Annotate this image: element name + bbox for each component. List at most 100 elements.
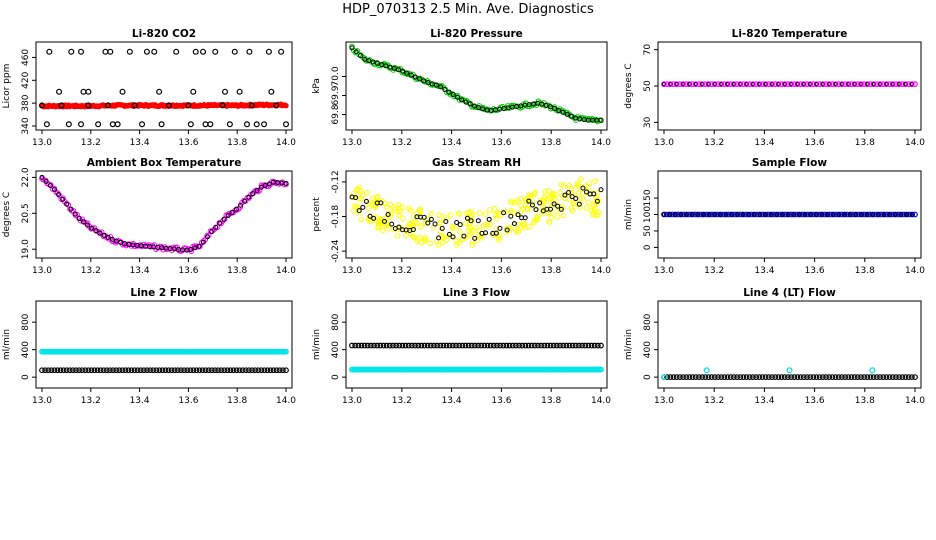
y-axis-label: percent <box>312 197 322 232</box>
series-temperature <box>662 82 918 87</box>
data-point <box>546 188 551 193</box>
data-point <box>429 211 434 216</box>
x-tick-label: 13.6 <box>178 396 198 406</box>
data-point <box>262 122 267 127</box>
data-point <box>586 200 591 205</box>
y-tick-label: 50 <box>643 80 653 92</box>
panel-title: Line 4 (LT) Flow <box>743 287 836 299</box>
data-point <box>593 179 598 184</box>
data-point <box>157 89 162 94</box>
data-point <box>441 214 446 219</box>
x-tick-label: 13.6 <box>491 266 511 276</box>
x-tick-label: 13.6 <box>805 266 825 276</box>
data-point <box>174 49 179 54</box>
data-point <box>66 122 71 127</box>
x-tick-label: 13.4 <box>130 138 150 148</box>
y-tick-label: 69.9 <box>331 85 341 105</box>
series-rh <box>350 176 603 247</box>
data-point <box>245 122 250 127</box>
data-point <box>359 217 364 222</box>
data-point <box>561 213 566 218</box>
data-point <box>57 89 62 94</box>
data-point <box>404 233 409 238</box>
data-point <box>365 191 370 196</box>
x-tick-label: 13.0 <box>32 266 52 276</box>
y-tick-label: 0 <box>643 244 653 250</box>
data-point <box>418 225 423 230</box>
y-tick-label: 0 <box>331 374 341 380</box>
x-tick-label: 13.0 <box>654 266 674 276</box>
x-tick-label: 13.2 <box>704 138 724 148</box>
x-tick-label: 13.0 <box>32 138 52 148</box>
data-point <box>140 122 145 127</box>
figure-title: HDP_070313 2.5 Min. Ave. Diagnostics <box>342 2 594 17</box>
panel-title: Line 2 Flow <box>130 287 197 299</box>
data-point <box>787 368 792 373</box>
y-tick-label: 19.0 <box>21 239 31 259</box>
data-point <box>47 49 52 54</box>
y-axis-label: Licor ppm <box>2 64 12 109</box>
series-line4 <box>662 375 918 380</box>
x-tick-label: 13.2 <box>392 396 412 406</box>
y-tick-label: 70 <box>643 44 653 56</box>
x-tick-label: 14.0 <box>276 138 296 148</box>
data-point <box>913 375 918 380</box>
data-point <box>457 230 462 235</box>
y-tick-label: -0.12 <box>331 170 341 193</box>
data-point <box>279 49 284 54</box>
x-tick-label: 13.4 <box>130 396 150 406</box>
data-point <box>284 122 289 127</box>
x-tick-label: 13.0 <box>342 138 362 148</box>
x-tick-label: 13.2 <box>704 266 724 276</box>
data-point <box>110 122 115 127</box>
data-point <box>86 89 91 94</box>
data-point <box>557 196 562 201</box>
chart-panel-3: Li-820 Temperaturedegrees C13.0 13.2 13.4 1… <box>624 28 925 148</box>
data-point <box>203 122 208 127</box>
x-tick-label: 13.2 <box>704 396 724 406</box>
data-point <box>152 49 157 54</box>
y-axis-label: ml/min <box>312 329 322 360</box>
chart-panel-4: Ambient Box Temperaturedegrees C13.0 13.2… <box>2 157 296 276</box>
data-point <box>145 49 150 54</box>
data-point <box>159 122 164 127</box>
data-point <box>381 228 386 233</box>
y-tick-label: 800 <box>21 313 31 330</box>
data-point <box>388 202 393 207</box>
data-point <box>247 49 252 54</box>
data-point <box>599 343 604 348</box>
data-point <box>476 219 480 223</box>
chart-panel-2: Li-820 PressurekPa13.0 13.2 13.4 13.6 13.8 14… <box>312 28 611 148</box>
data-point <box>81 89 86 94</box>
data-point <box>397 214 402 219</box>
panel-title: Li-820 Temperature <box>732 28 848 40</box>
chart-panel-1: Li-820 CO2Licor ppm13.0 13.2 13.4 13.6 13.8 1… <box>2 28 296 148</box>
data-point <box>115 122 120 127</box>
diagnostics-figure: HDP_070313 2.5 Min. Ave. Diagnostics Li-… <box>0 0 936 540</box>
chart-panel-7: Line 2 Flowml/min13.0 13.2 13.4 13.6 13.8 14.… <box>2 287 296 406</box>
x-tick-label: 13.6 <box>178 266 198 276</box>
panel-title: Li-820 CO2 <box>132 28 196 40</box>
x-tick-label: 13.6 <box>178 138 198 148</box>
data-point <box>483 212 488 217</box>
x-tick-label: 13.4 <box>442 266 462 276</box>
y-tick-label: 0 <box>21 374 31 380</box>
x-tick-label: 13.8 <box>855 138 875 148</box>
x-tick-label: 13.4 <box>754 138 774 148</box>
plot-frame <box>346 42 607 130</box>
y-tick-label: 70.0 <box>331 66 341 86</box>
data-point <box>284 103 288 107</box>
y-tick-label: 50 <box>643 225 653 237</box>
data-point <box>44 122 49 127</box>
x-tick-label: 13.8 <box>227 138 247 148</box>
data-point <box>488 208 493 213</box>
y-tick-label: 400 <box>21 341 31 358</box>
x-tick-label: 14.0 <box>905 138 925 148</box>
y-axis-label: kPa <box>312 78 322 94</box>
y-axis-label: degrees C <box>624 63 634 108</box>
x-tick-label: 14.0 <box>905 396 925 406</box>
x-tick-label: 13.8 <box>227 266 247 276</box>
x-tick-label: 13.6 <box>805 138 825 148</box>
data-point <box>237 89 242 94</box>
series-outliers-high <box>47 49 284 54</box>
